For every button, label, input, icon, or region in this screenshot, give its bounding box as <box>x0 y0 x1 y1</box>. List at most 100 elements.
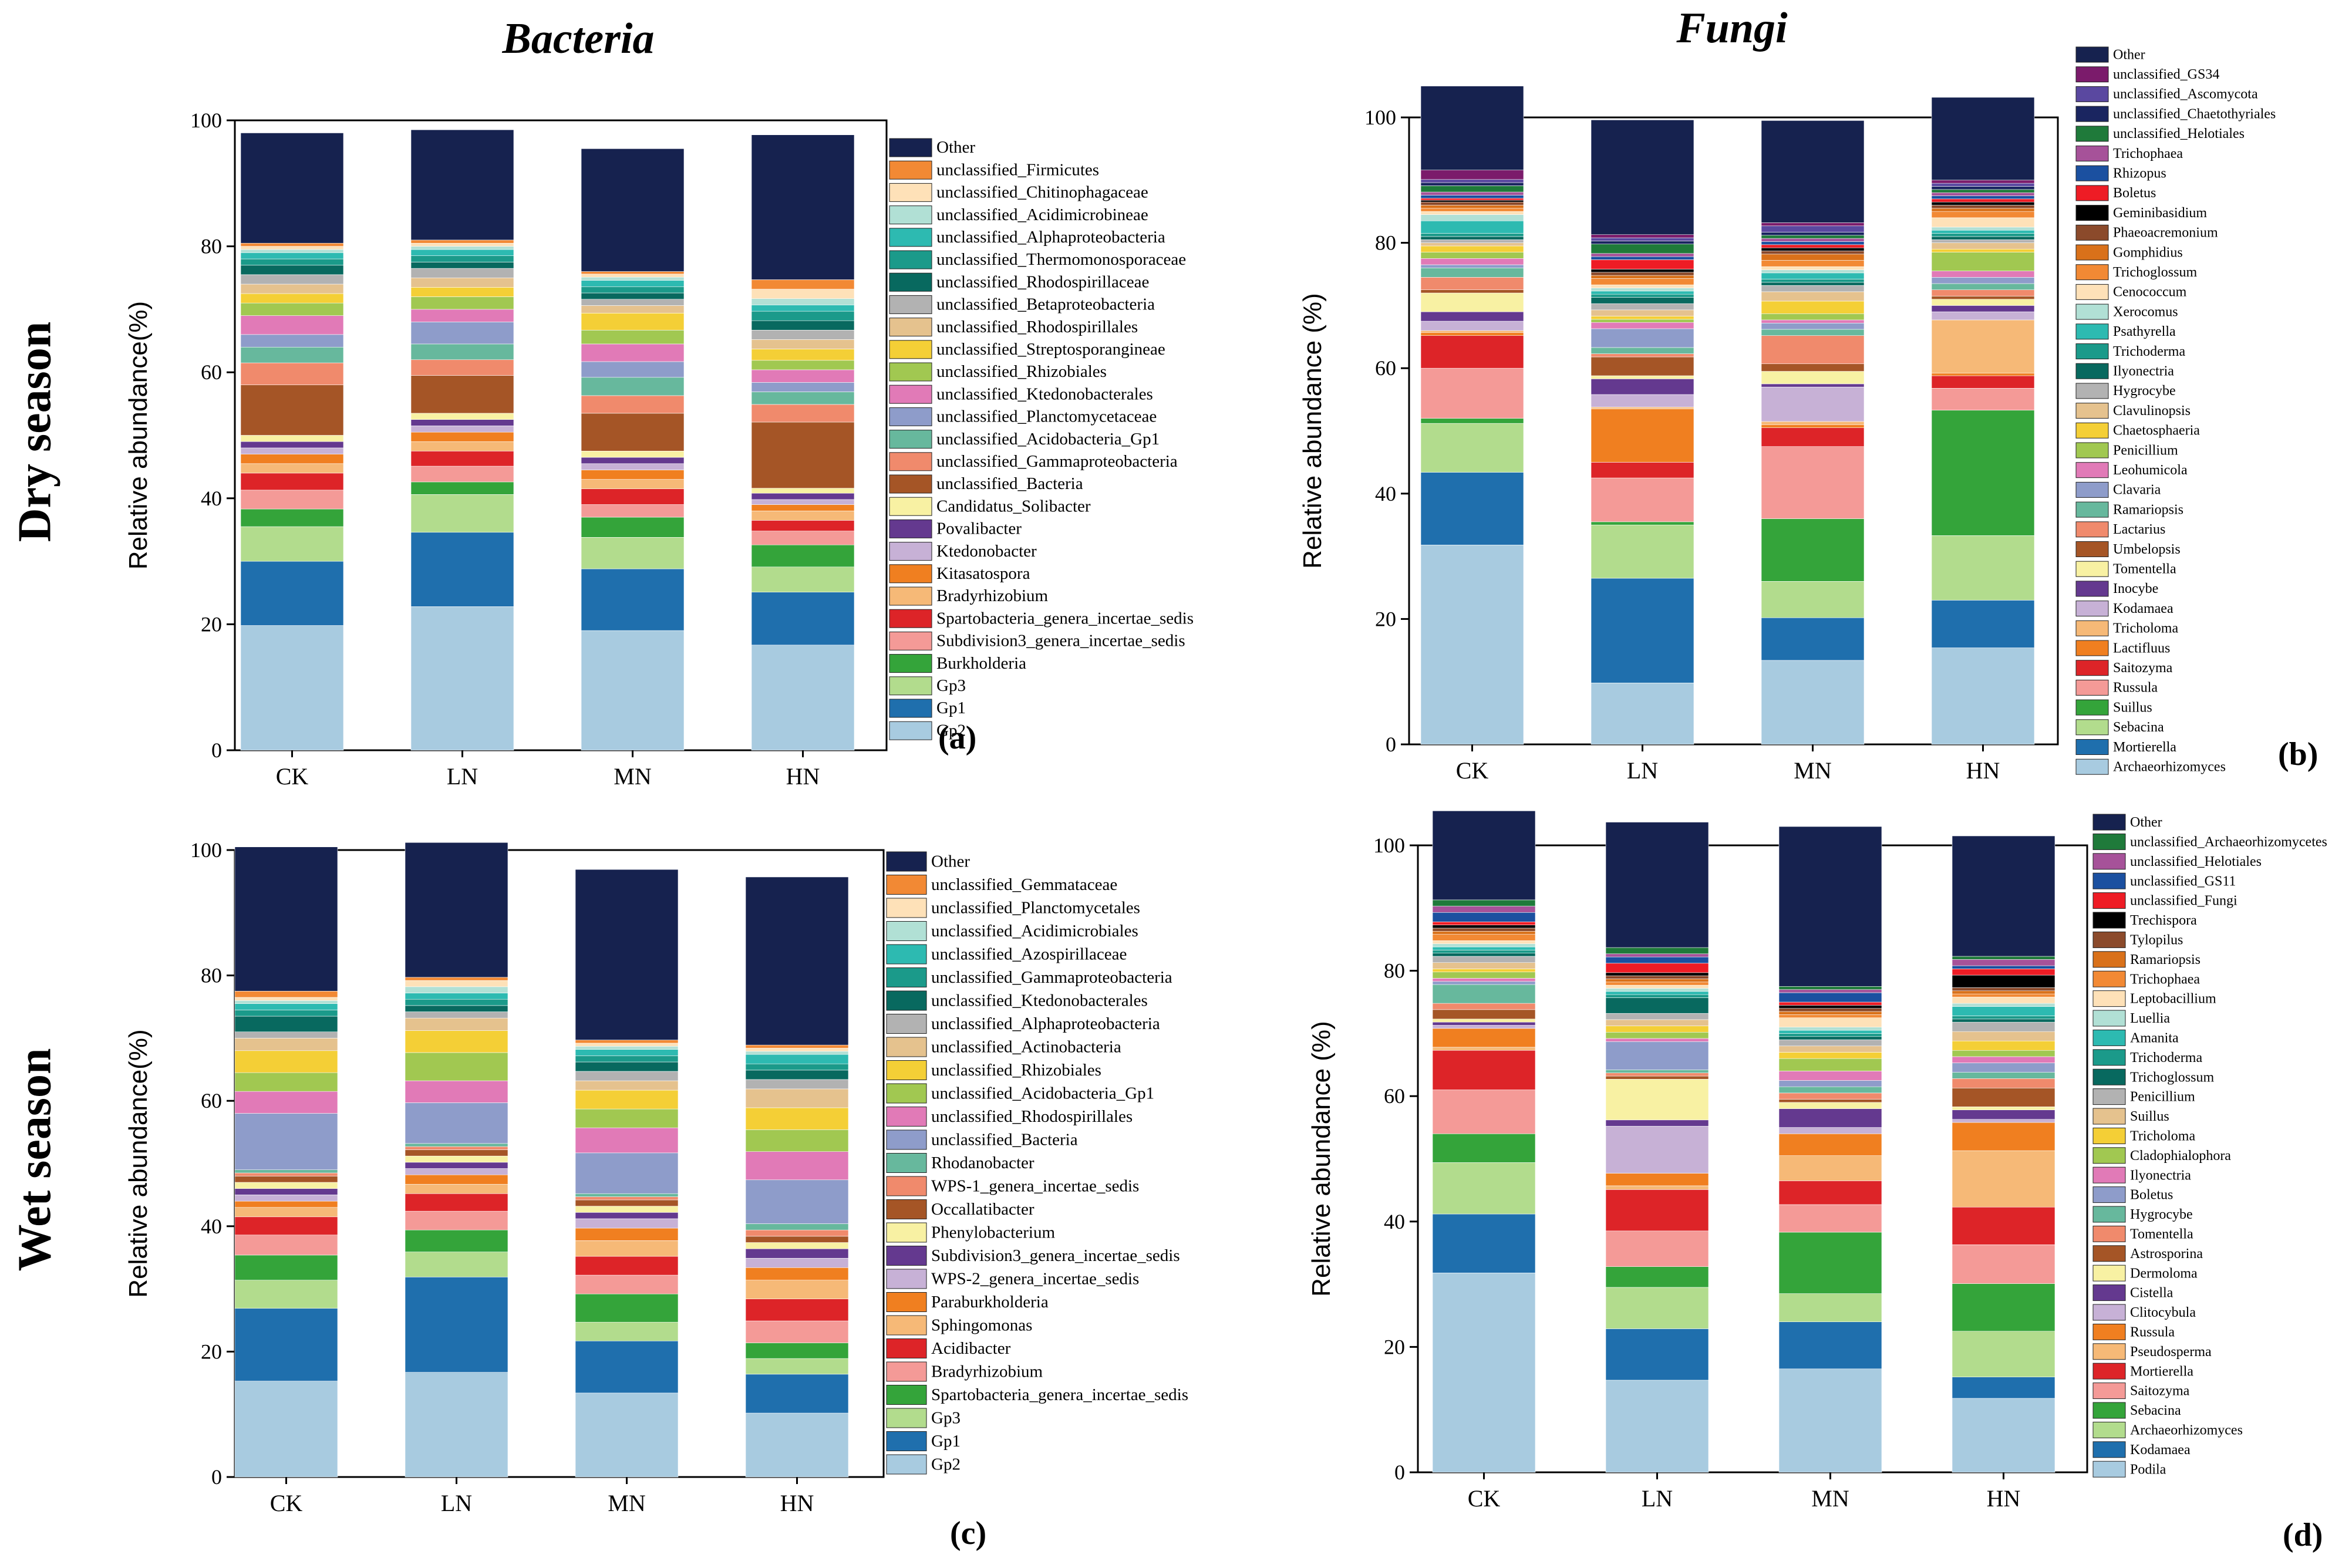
y-tick-label: 60 <box>201 1089 222 1112</box>
bar-segment-ln <box>405 977 508 981</box>
legend-swatch <box>2075 46 2109 63</box>
bar-segment-mn <box>575 1293 679 1323</box>
bar-segment-ln <box>1590 328 1694 348</box>
legend-label: Ktedonobacter <box>936 542 1037 561</box>
legend-swatch <box>2075 284 2109 300</box>
bar-segment-ck <box>1420 239 1524 243</box>
bar-segment-mn <box>581 280 685 287</box>
bar-segment-mn <box>1778 1293 1882 1322</box>
bar-segment-ln <box>410 242 514 247</box>
bar-segment-ck <box>234 1038 338 1051</box>
bar-segment-mn <box>1761 660 1865 745</box>
bar-segment-hn <box>1931 271 2035 278</box>
bar-segment-mn <box>1761 424 1865 428</box>
legend-swatch <box>2075 462 2109 478</box>
bar-segment-mn <box>1778 1368 1882 1473</box>
bar-segment-ck <box>1432 981 1536 985</box>
legend-swatch <box>886 921 927 941</box>
bar-segment-ck <box>240 362 344 385</box>
bar-segment-ck <box>234 1031 338 1038</box>
bar-segment-ln <box>1590 394 1694 407</box>
bar-segment-ln <box>405 1030 508 1053</box>
legend-label: unclassified_Gammaproteobacteria <box>936 452 1178 471</box>
legend-label: Subdivision3_genera_incertae_sedis <box>931 1246 1180 1265</box>
bar-segment-ck <box>1420 545 1524 745</box>
bar-segment-mn <box>1761 291 1865 302</box>
bar-segment-hn <box>745 1044 849 1048</box>
legend-label: Sebacina <box>2113 720 2164 735</box>
bar-segment-mn <box>1761 241 1865 245</box>
legend-label: Sebacina <box>2130 1403 2181 1418</box>
bar-segment-hn <box>751 421 855 488</box>
legend-label: Umbelopsis <box>2113 542 2181 557</box>
bar-segment-ck <box>240 334 344 348</box>
bar-segment-mn <box>581 457 685 464</box>
bar-segment-ck <box>240 625 344 751</box>
legend-swatch <box>2092 1284 2126 1301</box>
bar-segment-ln <box>1590 319 1694 323</box>
legend-label: unclassified_Fungi <box>2130 893 2237 909</box>
y-axis-label: Relative abundance(%) <box>124 1029 153 1297</box>
legend-label: Hygrocybe <box>2130 1207 2193 1222</box>
bar-segment-ck <box>234 1280 338 1309</box>
plot-frame <box>234 119 888 751</box>
bar-segment-hn <box>745 1129 849 1152</box>
bar-segment-ck <box>240 133 344 244</box>
bar-segment-hn <box>745 1267 849 1280</box>
bar-segment-mn <box>1761 272 1865 279</box>
bar-segment-ck <box>1420 245 1524 252</box>
bar-segment-ck <box>234 1308 338 1381</box>
bar-segment-mn <box>575 1049 679 1056</box>
bar-segment-ck <box>1432 953 1536 957</box>
legend-label: Suillus <box>2113 700 2152 715</box>
bar-segment-ln <box>1605 1013 1709 1020</box>
bar-segment-hn <box>751 360 855 370</box>
bar-segment-hn <box>751 311 855 321</box>
legend-label: Sphingomonas <box>931 1316 1032 1335</box>
legend-label: Saitozyma <box>2130 1384 2190 1399</box>
legend-label: Amanita <box>2130 1030 2179 1046</box>
legend-label: unclassified_Rhodospirillaceae <box>936 272 1149 291</box>
bar-segment-ln <box>1590 379 1694 395</box>
bar-segment-ck <box>1420 86 1524 171</box>
legend-swatch <box>889 430 932 449</box>
x-tick-label: MN <box>1811 1485 1849 1512</box>
bar-segment-ck <box>240 346 344 363</box>
bar-segment-hn <box>1952 1040 2055 1051</box>
legend-label: unclassified_Rhizobiales <box>931 1061 1101 1080</box>
bar-segment-mn <box>575 1340 679 1394</box>
bar-segment-mn <box>581 286 685 294</box>
x-tick-label: CK <box>1468 1485 1501 1512</box>
bar-segment-ck <box>240 274 344 285</box>
legend-swatch <box>886 1176 927 1196</box>
bar-segment-ln <box>410 466 514 483</box>
legend-swatch <box>889 362 932 382</box>
legend-label: Povalibacter <box>936 520 1022 538</box>
bar-segment-ln <box>1605 979 1709 983</box>
legend-label: Astrosporina <box>2130 1246 2203 1262</box>
bar-segment-ln <box>405 1183 508 1194</box>
bar-segment-ck <box>240 302 344 316</box>
bar-segment-ln <box>405 1277 508 1373</box>
legend-label: Other <box>936 138 975 157</box>
bar-segment-mn <box>575 1061 679 1072</box>
bar-segment-ln <box>1605 1185 1709 1190</box>
legend-label: Clavulinopsis <box>2113 403 2191 419</box>
bar-segment-hn <box>1952 1019 2055 1023</box>
legend-label: unclassified_Streptosporangineae <box>936 340 1165 359</box>
bar-segment-ck <box>1420 335 1524 369</box>
bar-segment-ln <box>1605 1230 1709 1267</box>
legend-label: Lactarius <box>2113 522 2165 537</box>
legend-swatch <box>2092 1010 2126 1027</box>
legend-label: Rhizopus <box>2113 166 2166 181</box>
bar-segment-mn <box>1761 335 1865 365</box>
legend-swatch <box>2092 1323 2126 1340</box>
legend-swatch <box>886 851 927 872</box>
bar-segment-ck <box>1432 1021 1536 1026</box>
bacteria-column-title: Bacteria <box>502 15 655 63</box>
bar-segment-ck <box>1420 289 1524 294</box>
legend-swatch <box>2075 620 2109 636</box>
legend-swatch <box>889 609 932 628</box>
bar-segment-hn <box>1931 201 2035 205</box>
bar-segment-mn <box>575 1256 679 1276</box>
